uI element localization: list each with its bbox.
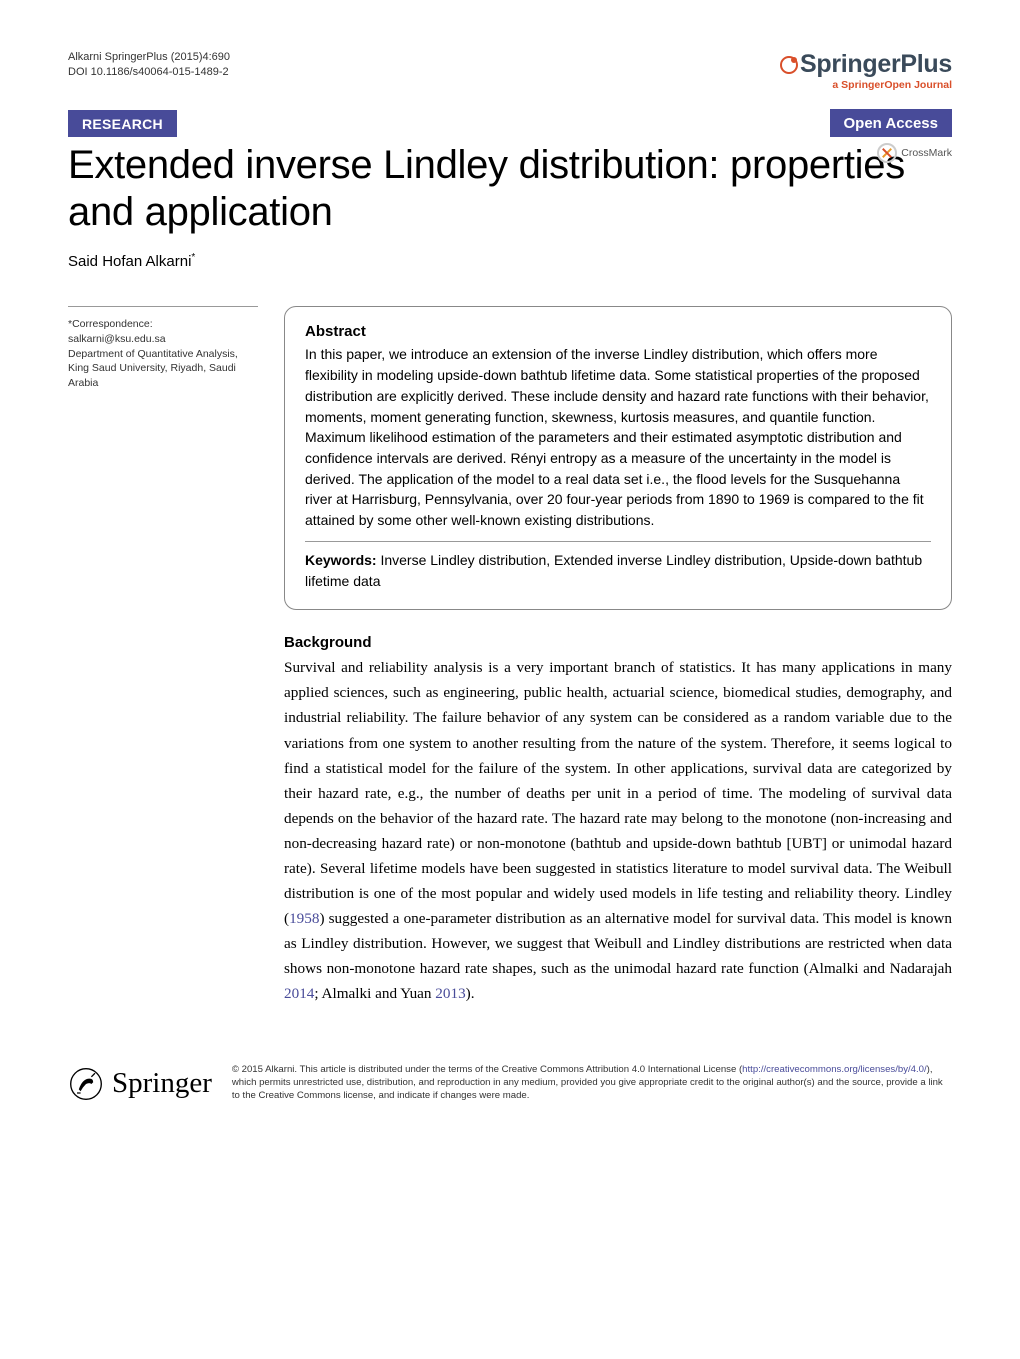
author-line: Said Hofan Alkarni* [68,252,952,270]
citation-block: Alkarni SpringerPlus (2015)4:690 DOI 10.… [68,50,230,80]
abstract-text: In this paper, we introduce an extension… [305,344,931,530]
reference-link-2013[interactable]: 2013 [435,985,465,1002]
crossmark-label: CrossMark [901,147,952,159]
reference-link-1958[interactable]: 1958 [289,910,319,927]
background-paragraph: Survival and reliability analysis is a v… [284,655,952,1006]
journal-name: SpringerPlus [780,50,952,79]
background-text-d: ). [466,985,475,1002]
license-text: © 2015 Alkarni. This article is distribu… [232,1064,952,1103]
open-access-badge: Open Access [830,109,953,137]
springer-horse-icon [68,1066,104,1102]
springer-logo: Springer [68,1066,212,1102]
main-column: Abstract In this paper, we introduce an … [284,306,952,1006]
reference-link-2014[interactable]: 2014 [284,985,314,1002]
correspondence-email: salkarni@ksu.edu.sa [68,332,258,347]
footer: Springer © 2015 Alkarni. This article is… [68,1064,952,1103]
background-text-a: Survival and reliability analysis is a v… [284,659,952,927]
background-heading: Background [284,634,952,651]
crossmark-button[interactable]: CrossMark [877,143,952,163]
journal-name-suffix: Plus [900,50,952,78]
journal-subtitle: a SpringerOpen Journal [780,79,952,91]
correspondence-label: *Correspondence: [68,317,258,332]
journal-logo: SpringerPlus a SpringerOpen Journal [780,50,952,91]
springer-open-icon [780,56,798,74]
background-text-c: ; Almalki and Yuan [314,985,435,1002]
abstract-box: Abstract In this paper, we introduce an … [284,306,952,610]
crossmark-icon [877,143,897,163]
background-text-b: ) suggested a one-parameter distribution… [284,910,952,977]
license-text-a: © 2015 Alkarni. This article is distribu… [232,1064,742,1075]
journal-name-prefix: Springer [800,50,900,78]
springer-text: Springer [112,1067,212,1100]
keywords-row: Keywords: Inverse Lindley distribution, … [305,541,931,591]
author-marker: * [191,252,195,263]
author-name: Said Hofan Alkarni [68,253,191,270]
citation-line-2: DOI 10.1186/s40064-015-1489-2 [68,65,230,80]
correspondence-affiliation: Department of Quantitative Analysis, Kin… [68,347,258,391]
research-badge: RESEARCH [68,110,177,137]
abstract-heading: Abstract [305,323,931,340]
correspondence-sidebar: *Correspondence: salkarni@ksu.edu.sa Dep… [68,306,258,1006]
keywords-label: Keywords: [305,552,377,568]
keywords-text: Inverse Lindley distribution, Extended i… [305,552,922,589]
license-url-link[interactable]: http://creativecommons.org/licenses/by/4… [742,1064,927,1075]
citation-line-1: Alkarni SpringerPlus (2015)4:690 [68,50,230,65]
